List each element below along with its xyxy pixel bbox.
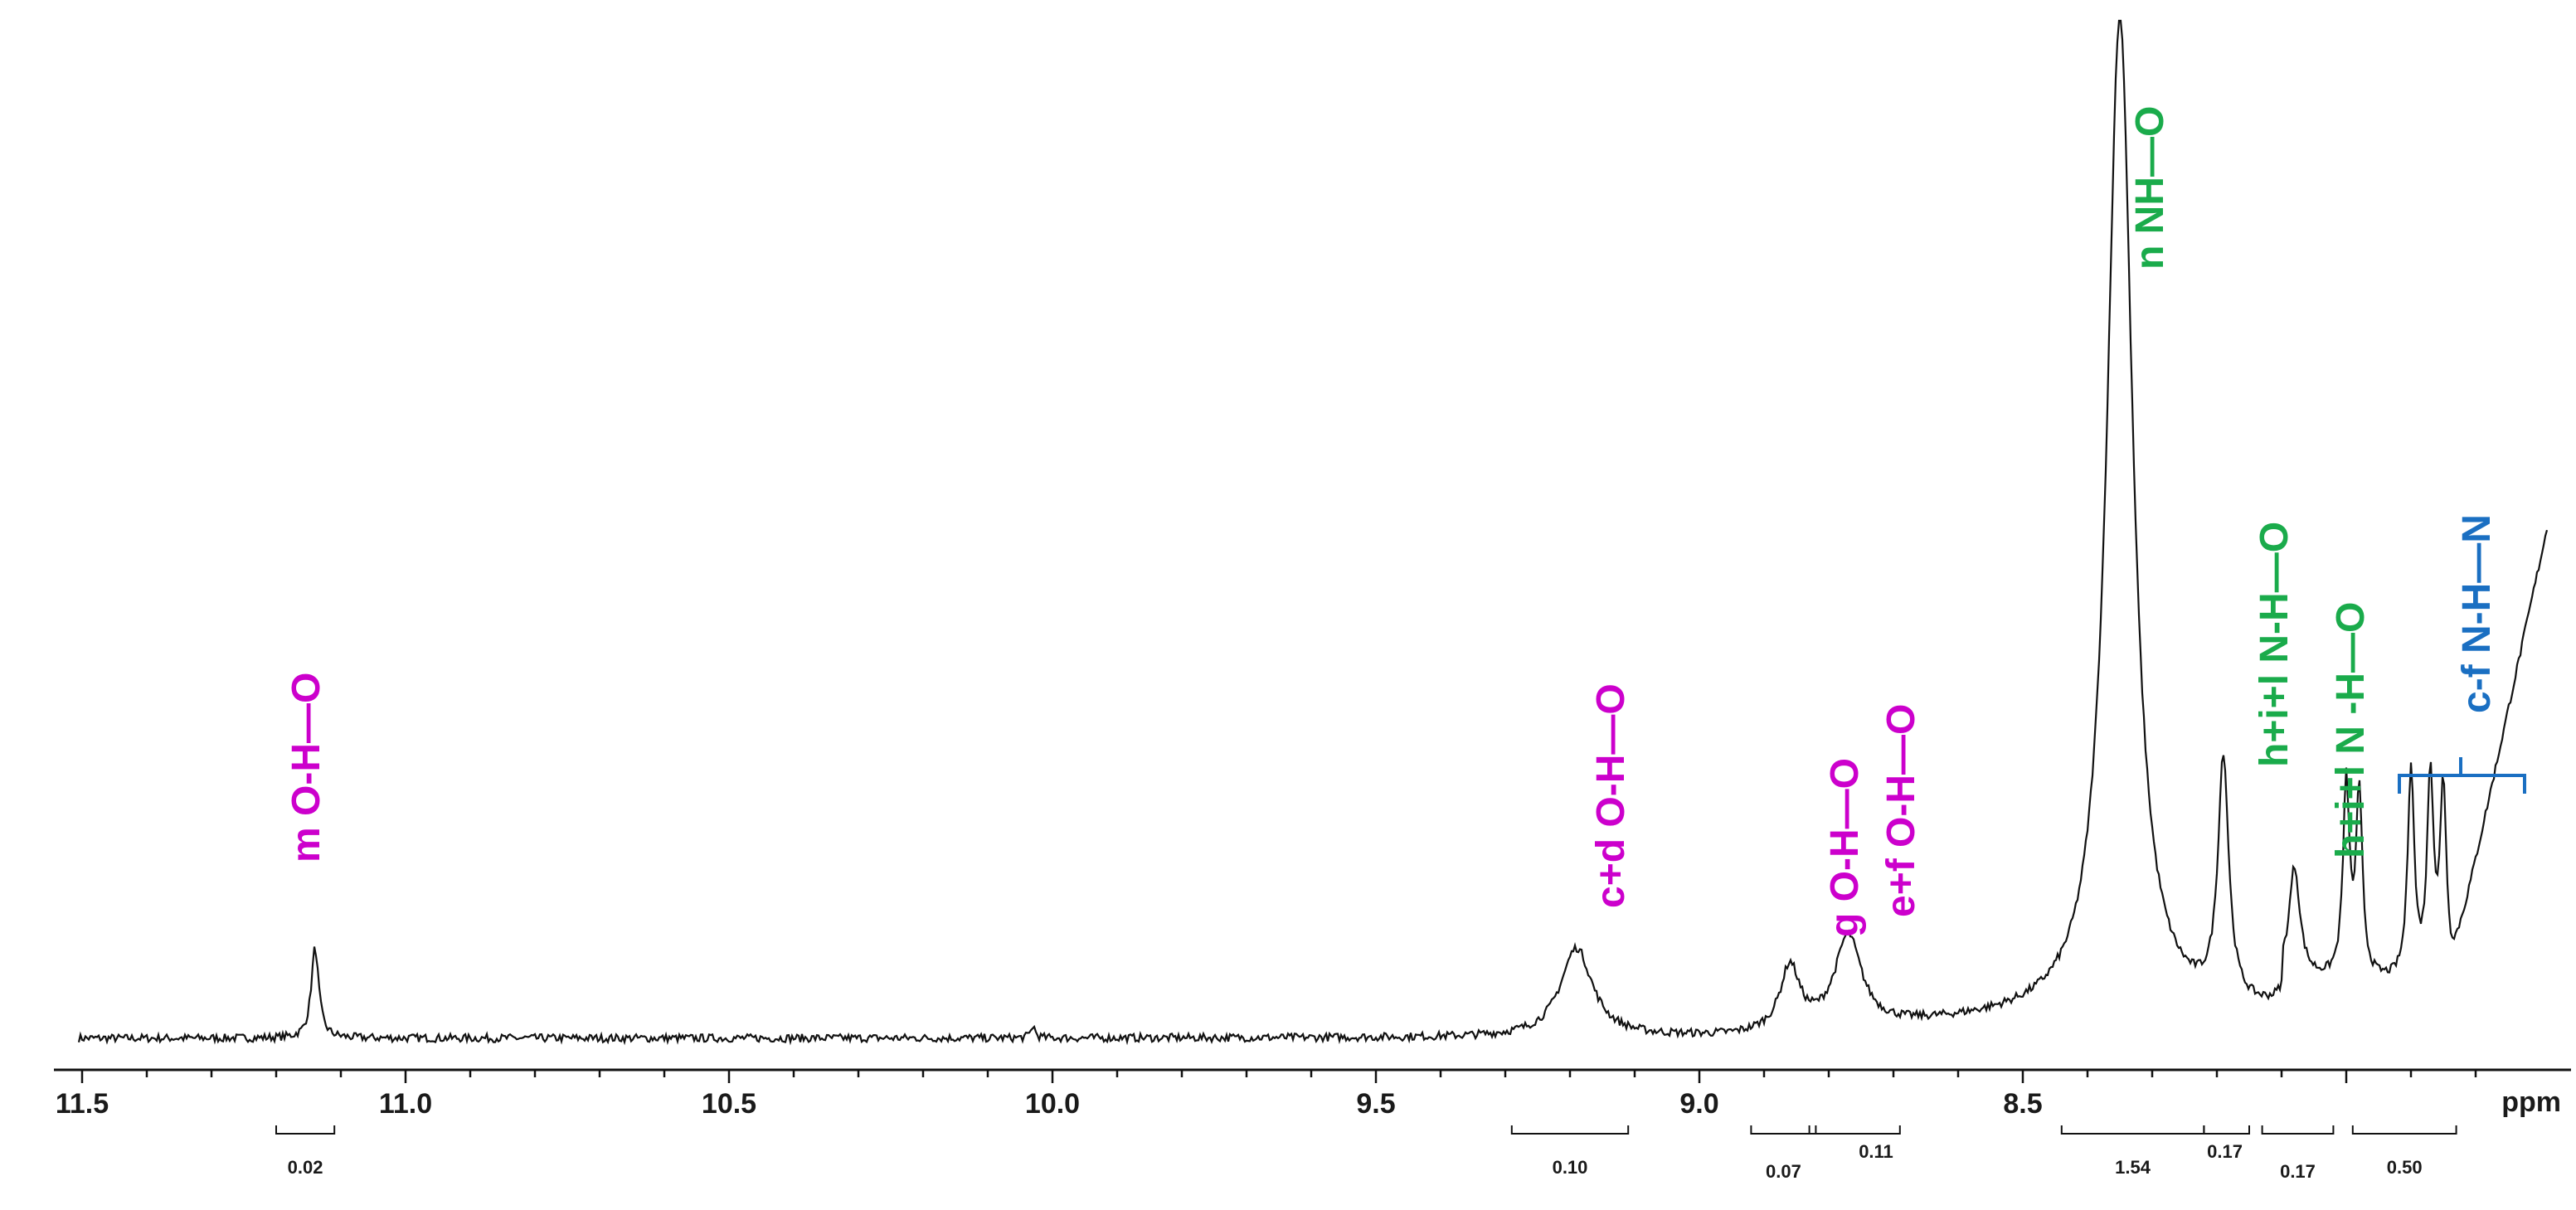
integral-value: 1.54 — [2115, 1157, 2151, 1178]
integral-bracket — [1510, 1125, 1630, 1135]
tick-label: 10.0 — [1025, 1088, 1080, 1120]
tick-label: 8.5 — [2003, 1088, 2042, 1120]
peak-assignment-label: h+i+l N -H—O — [2329, 602, 2373, 858]
x-axis-ticks: 11.5 11.0 10.5 10.0 9.5 9.0 8.5 — [56, 1070, 2477, 1120]
spectrum-trace — [77, 19, 2549, 1046]
integral-bracket — [2203, 1125, 2250, 1135]
tick-label: 11.0 — [379, 1088, 432, 1120]
integral-value: 0.07 — [1766, 1161, 1801, 1182]
integral-value: 0.11 — [1859, 1141, 1893, 1162]
integral-value: 0.17 — [2207, 1141, 2243, 1162]
peak-assignment-label: h+i+l N-H—O — [2253, 522, 2297, 767]
integral-layer: 0.02 0.10 0.07 0.11 1.54 0.17 0.17 0.50 — [275, 1125, 2457, 1182]
peak-assignment-label: e+f O-H—O — [1879, 704, 1923, 917]
integral-bracket — [2261, 1125, 2335, 1135]
group-bracket — [2398, 757, 2526, 794]
integral-value: 0.10 — [1553, 1157, 1588, 1178]
tick-label: 11.5 — [56, 1088, 109, 1120]
integral-bracket — [275, 1125, 336, 1135]
peak-assignment-label: c+d O-H—O — [1589, 683, 1633, 908]
integral-value: 0.02 — [288, 1157, 323, 1178]
integral-bracket — [2351, 1125, 2457, 1135]
annotation-layer: m O-H—O c+d O-H—O g O-H—O e+f O-H—O n NH—O h+… — [284, 106, 2526, 937]
tick-label: 10.5 — [702, 1088, 756, 1120]
peak-assignment-label: g O-H—O — [1823, 758, 1867, 937]
x-axis-unit-label: ppm — [2501, 1086, 2561, 1118]
peak-assignment-label: m O-H—O — [284, 673, 328, 863]
peak-assignment-label: c-f N-H—N — [2455, 514, 2499, 713]
integral-value: 0.17 — [2280, 1161, 2316, 1182]
integral-value: 0.50 — [2387, 1157, 2423, 1178]
spectrum-layer — [77, 19, 2549, 1046]
integral-bracket — [2060, 1125, 2205, 1135]
tick-label: 9.0 — [1679, 1088, 1718, 1120]
peak-assignment-label: n NH—O — [2128, 106, 2172, 270]
integral-bracket — [1750, 1125, 1817, 1135]
tick-label: 9.5 — [1356, 1088, 1395, 1120]
integral-bracket — [1808, 1125, 1901, 1135]
